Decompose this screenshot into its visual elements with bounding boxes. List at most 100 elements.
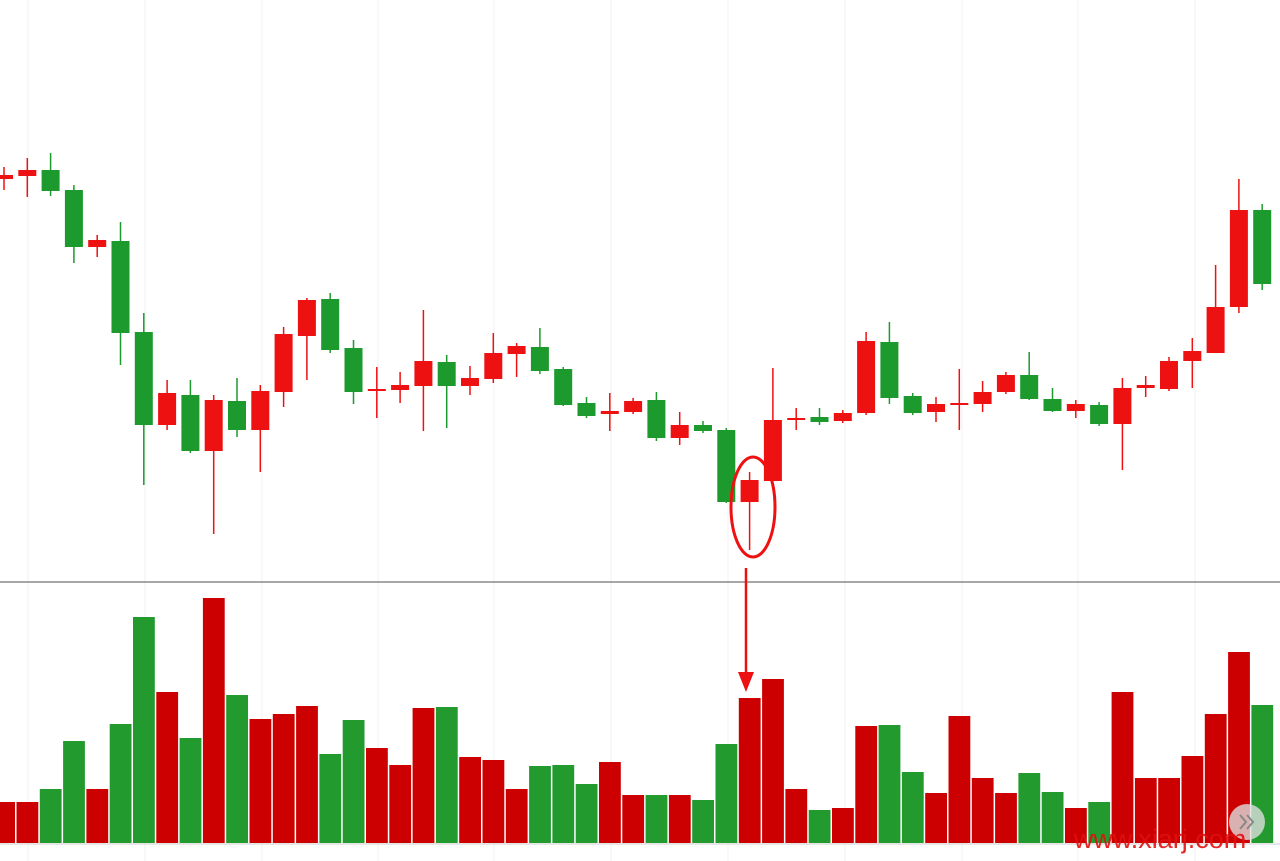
candle-body [554, 369, 573, 405]
volume-bar [179, 738, 202, 843]
candle-body [41, 170, 60, 191]
candle-body [787, 418, 806, 420]
candle-body [111, 241, 130, 333]
volume-bar [319, 754, 342, 843]
volume-bar [1065, 808, 1087, 843]
volume-bar [109, 724, 132, 843]
candle-body [297, 300, 316, 336]
candle-body [810, 417, 829, 422]
volume-bar [995, 793, 1017, 843]
volume-bar [668, 795, 691, 843]
volume-bar [482, 760, 505, 843]
volume-bar [226, 695, 248, 843]
candle-body [530, 347, 549, 371]
candle-body [1160, 361, 1178, 389]
candle-body [624, 401, 643, 412]
volume-bar [1228, 652, 1250, 843]
candle-body [204, 400, 223, 451]
volume-bar [808, 810, 831, 843]
candle-body [647, 400, 666, 438]
candle-body [344, 348, 363, 392]
candle-body [321, 299, 340, 350]
volume-bar [63, 741, 85, 843]
volume-bar [1181, 756, 1204, 843]
volume-bar [0, 802, 15, 843]
candle-body [670, 425, 689, 438]
volume-bar [1088, 802, 1111, 843]
volume-bar [1111, 692, 1134, 843]
volume-bar [1158, 778, 1180, 843]
volume-bar [39, 789, 62, 843]
candle-body [367, 389, 386, 391]
candle-body [88, 240, 107, 247]
candle-body [1113, 388, 1132, 424]
candle-body [763, 420, 782, 481]
candle-body [1090, 405, 1109, 424]
candle-body [181, 395, 200, 451]
volume-bar [529, 766, 551, 843]
volume-bar [412, 708, 435, 843]
candle-body [507, 346, 526, 354]
volume-bar [1134, 778, 1157, 843]
candle-body [134, 332, 153, 425]
candle-body [973, 392, 992, 404]
candle-body [996, 375, 1015, 392]
grid [27, 0, 1196, 861]
candle-body [1229, 210, 1248, 307]
candle-body [461, 378, 479, 386]
volume-bar [599, 762, 621, 843]
candle-body [740, 480, 759, 502]
candle-body [228, 401, 246, 430]
volume-bar [692, 800, 714, 843]
volume-bar [1204, 714, 1227, 843]
volume-bar [435, 707, 458, 843]
candle-body [391, 385, 410, 390]
candle-body [484, 353, 503, 379]
volume-bar [505, 789, 528, 843]
candle-body [903, 396, 922, 413]
volume-bar [971, 778, 994, 843]
volume-bar [366, 748, 388, 843]
candle-body [64, 190, 83, 247]
volume-bar [133, 617, 155, 843]
candle-body [577, 403, 596, 416]
volume-bar [552, 765, 575, 843]
volume-bar [1041, 792, 1064, 843]
arrow-head [738, 672, 754, 692]
candle-body [1043, 399, 1062, 411]
volume-bar [645, 795, 668, 843]
candle-body [414, 361, 433, 386]
volume-bar [762, 679, 784, 843]
candle-body [600, 411, 619, 414]
candle-body [274, 334, 293, 392]
volume-bar [832, 808, 854, 843]
candle-body [437, 362, 456, 386]
volume-bar [878, 725, 901, 843]
candle-body [1066, 404, 1085, 411]
candle-body [927, 404, 945, 412]
candle-body [880, 342, 899, 398]
candle-body [1136, 385, 1155, 388]
candle-body [1253, 210, 1272, 284]
candle-body [18, 170, 37, 176]
candle-body [1206, 307, 1225, 353]
candle-body [717, 430, 736, 502]
volume-bar [1018, 773, 1041, 843]
scroll-icon [1239, 814, 1255, 830]
candle-body [833, 413, 852, 421]
volume-bar [948, 716, 971, 843]
volume-bar [785, 789, 808, 843]
marks [0, 153, 1274, 843]
candle-body [1020, 375, 1039, 399]
candle-body [857, 341, 876, 413]
volume-bar [86, 789, 109, 843]
volume-bar [272, 714, 295, 843]
candle-body [0, 175, 13, 179]
candle-body [694, 425, 712, 431]
volume-bar [901, 772, 924, 843]
watermark: www.xiarj.com [1073, 824, 1247, 854]
highlight-circle [729, 455, 777, 559]
volume-bar [855, 726, 878, 843]
